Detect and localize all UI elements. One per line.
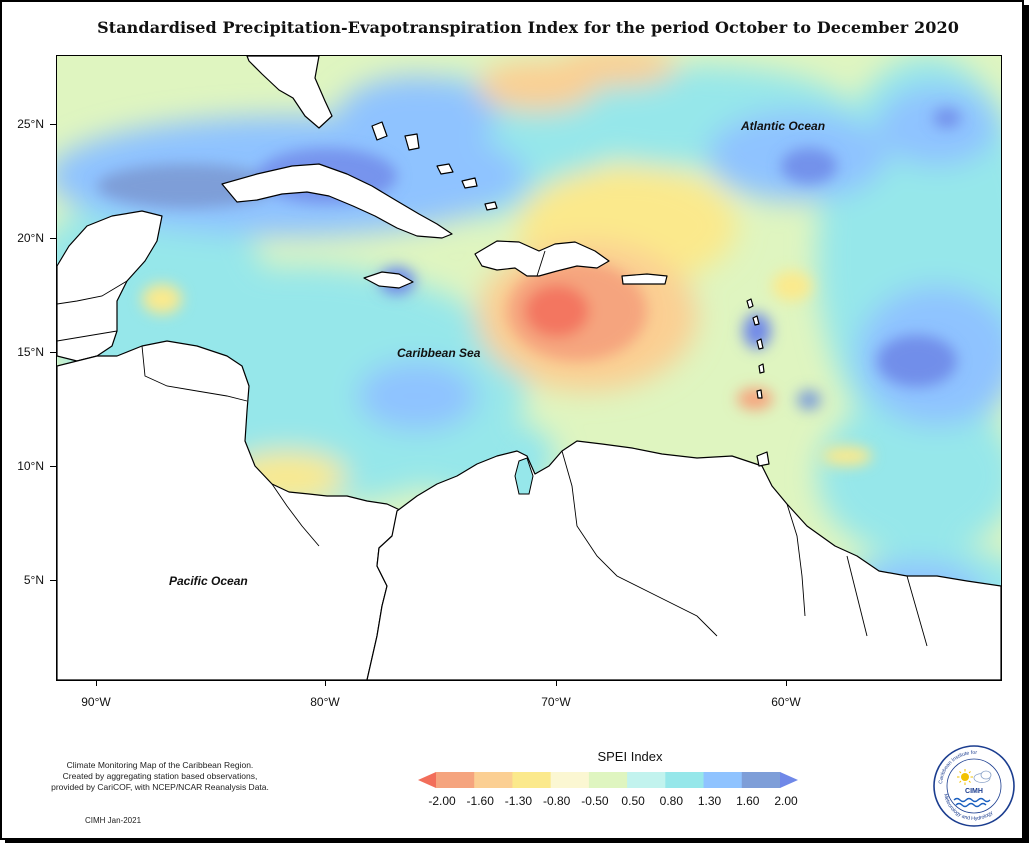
waves-icon (953, 797, 991, 808)
lat-tick (50, 466, 56, 467)
legend-swatch (665, 772, 705, 788)
legend-swatch (741, 772, 781, 788)
legend-label: -1.30 (504, 794, 533, 808)
legend-swatch (512, 772, 552, 788)
lon-tick (786, 680, 787, 686)
spei-field (57, 56, 1001, 680)
lon-label-70w: 70°W (541, 695, 571, 709)
legend-label: -0.80 (542, 794, 571, 808)
lon-tick (96, 680, 97, 686)
lon-label-60w: 60°W (771, 695, 801, 709)
legend-swatch (588, 772, 628, 788)
legend-swatch (550, 772, 590, 788)
map-title: Standardised Precipitation-Evapotranspir… (97, 18, 959, 37)
cloud-icon (973, 770, 992, 783)
legend-swatch (703, 772, 743, 788)
legend-label: 0.50 (621, 794, 645, 808)
caption-line: provided by CariCOF, with NCEP/NCAR Rean… (51, 782, 269, 792)
pacific-ocean-label: Pacific Ocean (169, 574, 248, 588)
legend-label: 1.30 (697, 794, 722, 808)
credit-text: CIMH Jan-2021 (85, 816, 142, 825)
sun-icon (957, 769, 973, 785)
legend-title: SPEI Index (597, 749, 663, 764)
legend-swatch (780, 772, 798, 788)
lat-tick (50, 580, 56, 581)
country-borders (57, 250, 928, 647)
legend-label: 0.80 (659, 794, 684, 808)
lat-label-5n: 5°N (23, 573, 44, 587)
land-masses (57, 56, 1001, 680)
lat-tick (50, 124, 56, 125)
legend-label: 1.60 (736, 794, 760, 808)
atlantic-ocean-label: Atlantic Ocean (741, 119, 826, 133)
lat-label-15n: 15°N (17, 345, 44, 359)
legend-label: 2.00 (774, 794, 798, 808)
logo-name: CIMH (965, 788, 983, 795)
spei-map: Atlantic Ocean Caribbean Sea Pacific Oce… (56, 55, 1002, 681)
lat-label-25n: 25°N (17, 117, 44, 131)
cimh-logo: Caribbean Institute for Meteorology and … (933, 745, 1015, 827)
legend-swatch (418, 772, 436, 788)
lon-tick (325, 680, 326, 686)
lat-tick (50, 352, 56, 353)
caribbean-sea-label: Caribbean Sea (397, 346, 481, 360)
lon-tick (556, 680, 557, 686)
lon-label-80w: 80°W (310, 695, 340, 709)
legend-swatch (436, 772, 475, 788)
legend-swatch (627, 772, 666, 788)
legend-label: -2.00 (428, 794, 456, 808)
legend-labels: -2.00 -1.60 -1.30 -0.80 -0.50 0.50 0.80 … (420, 794, 800, 810)
legend-swatch (474, 772, 513, 788)
legend-colorbar (418, 772, 798, 788)
lat-tick (50, 238, 56, 239)
caption-line: Climate Monitoring Map of the Caribbean … (66, 760, 254, 770)
map-caption: Climate Monitoring Map of the Caribbean … (25, 760, 295, 793)
legend-label: -1.60 (466, 794, 494, 808)
lat-label-10n: 10°N (17, 459, 44, 473)
caption-line: Created by aggregating station based obs… (62, 771, 258, 781)
legend-label: -0.50 (581, 794, 609, 808)
lat-label-20n: 20°N (17, 231, 44, 245)
lon-label-90w: 90°W (81, 695, 111, 709)
